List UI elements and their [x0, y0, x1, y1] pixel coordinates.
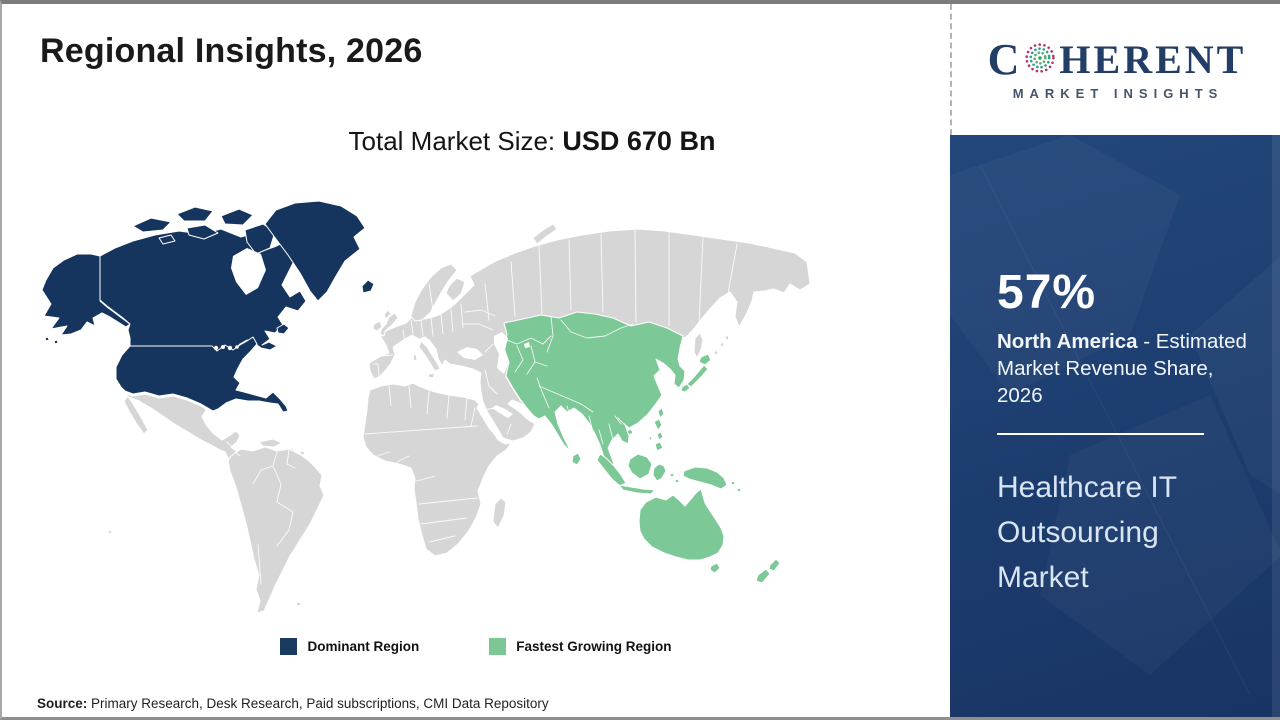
brand-logo: C HERENT MARKET INSIGHTS [950, 4, 1280, 135]
page-title: Regional Insights, 2026 [40, 32, 423, 70]
source-text: Primary Research, Desk Research, Paid su… [87, 696, 549, 711]
region-other [107, 223, 811, 614]
highlight-panel: 57% North America - Estimated Market Rev… [950, 135, 1280, 717]
country-borders [226, 229, 738, 585]
logo-letter-c: C [987, 35, 1023, 84]
total-market-size-value: USD 670 Bn [562, 126, 716, 156]
sea-overlays [213, 248, 530, 418]
stat-region: North America [997, 330, 1138, 353]
total-market-size-label: Total Market Size: [348, 126, 563, 156]
panel-divider [997, 433, 1204, 435]
panel-map-texture [979, 135, 1280, 717]
fastest-growing-region-label: Fastest Growing Region [516, 639, 672, 654]
source-label: Source: [37, 696, 88, 711]
logo-wordmark: C HERENT [988, 38, 1247, 82]
fastest-growing-region-swatch [489, 638, 507, 655]
globe-icon [1023, 41, 1057, 79]
stat-value: 57% [997, 266, 1097, 319]
total-market-size: Total Market Size: USD 670 Bn [2, 126, 950, 157]
region-asia-pacific [503, 311, 781, 584]
legend-item-dominant: Dominant Region [280, 638, 419, 655]
dominant-region-label: Dominant Region [307, 639, 420, 654]
market-name: Healthcare IT Outsourcing Market [997, 471, 1177, 594]
source-line: Source: Primary Research, Desk Research,… [37, 696, 549, 711]
stat-desc-text: - Estimated Market Revenue Share, 2026 [997, 330, 1247, 407]
world-map [37, 194, 817, 624]
dominant-region-swatch [280, 638, 298, 655]
logo-tagline: MARKET INSIGHTS [1012, 86, 1224, 101]
region-north-america [41, 200, 375, 413]
main-area: Regional Insights, 2026 Total Market Siz… [2, 4, 950, 717]
stat-description: North America - Estimated Market Revenue… [997, 328, 1259, 409]
map-legend: Dominant Region Fastest Growing Region [2, 638, 950, 655]
logo-letters-rest: HERENT [1059, 37, 1247, 82]
legend-item-growing: Fastest Growing Region [489, 638, 672, 655]
